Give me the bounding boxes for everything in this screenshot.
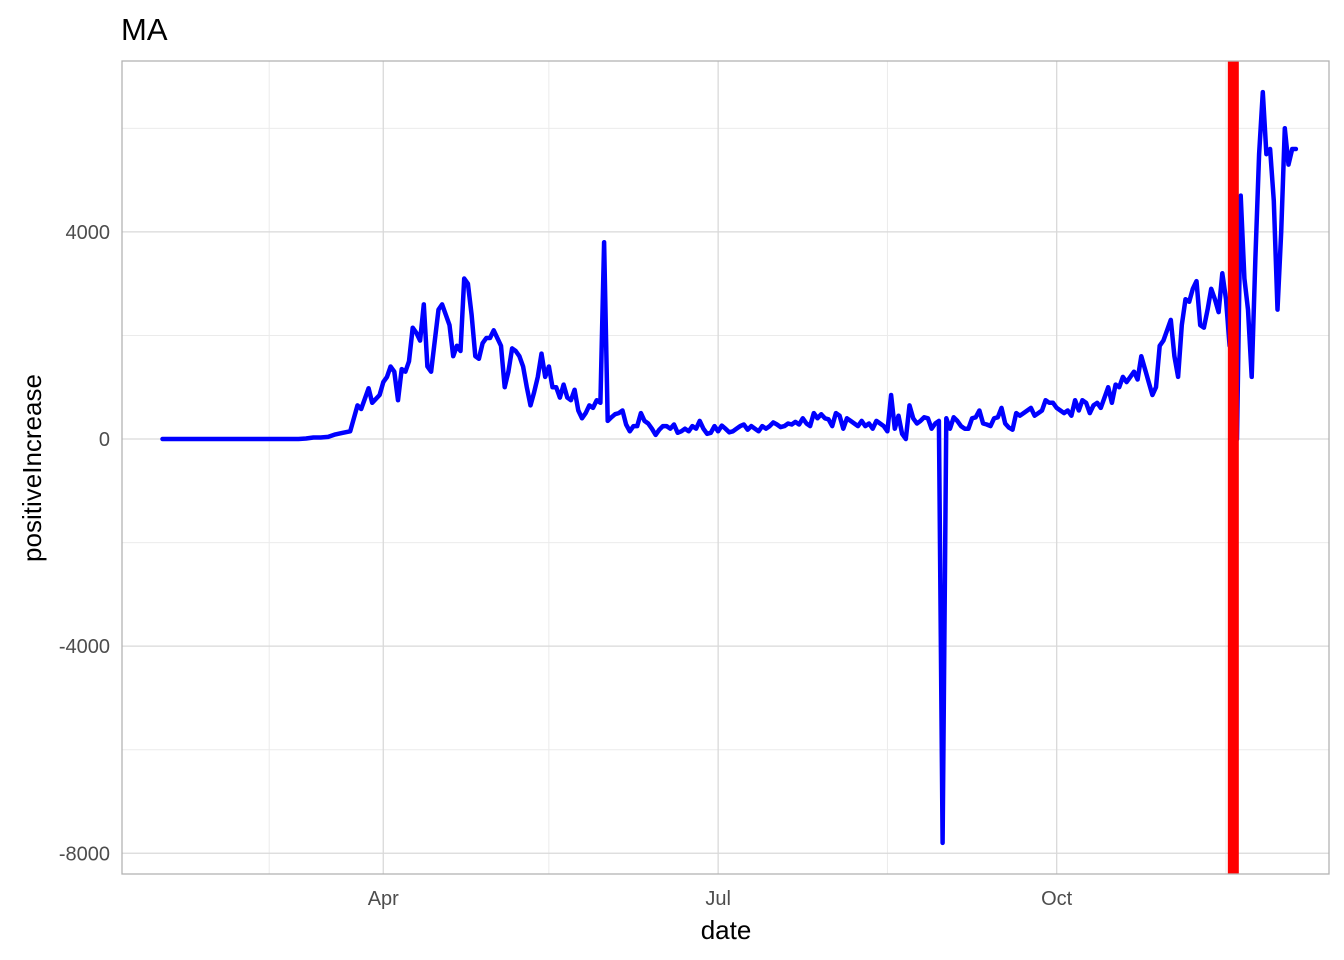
x-axis-title: date [701,915,752,945]
chart-title: MA [121,12,168,47]
y-tick-label: 4000 [66,222,111,244]
y-tick-label: -4000 [59,636,110,658]
y-axis-title: positiveIncrease [17,374,47,562]
y-tick-label: -8000 [59,843,110,865]
y-tick-label: 0 [99,429,110,451]
x-tick-label: Jul [705,888,731,910]
x-tick-label: Apr [368,888,399,910]
x-tick-label: Oct [1041,888,1073,910]
